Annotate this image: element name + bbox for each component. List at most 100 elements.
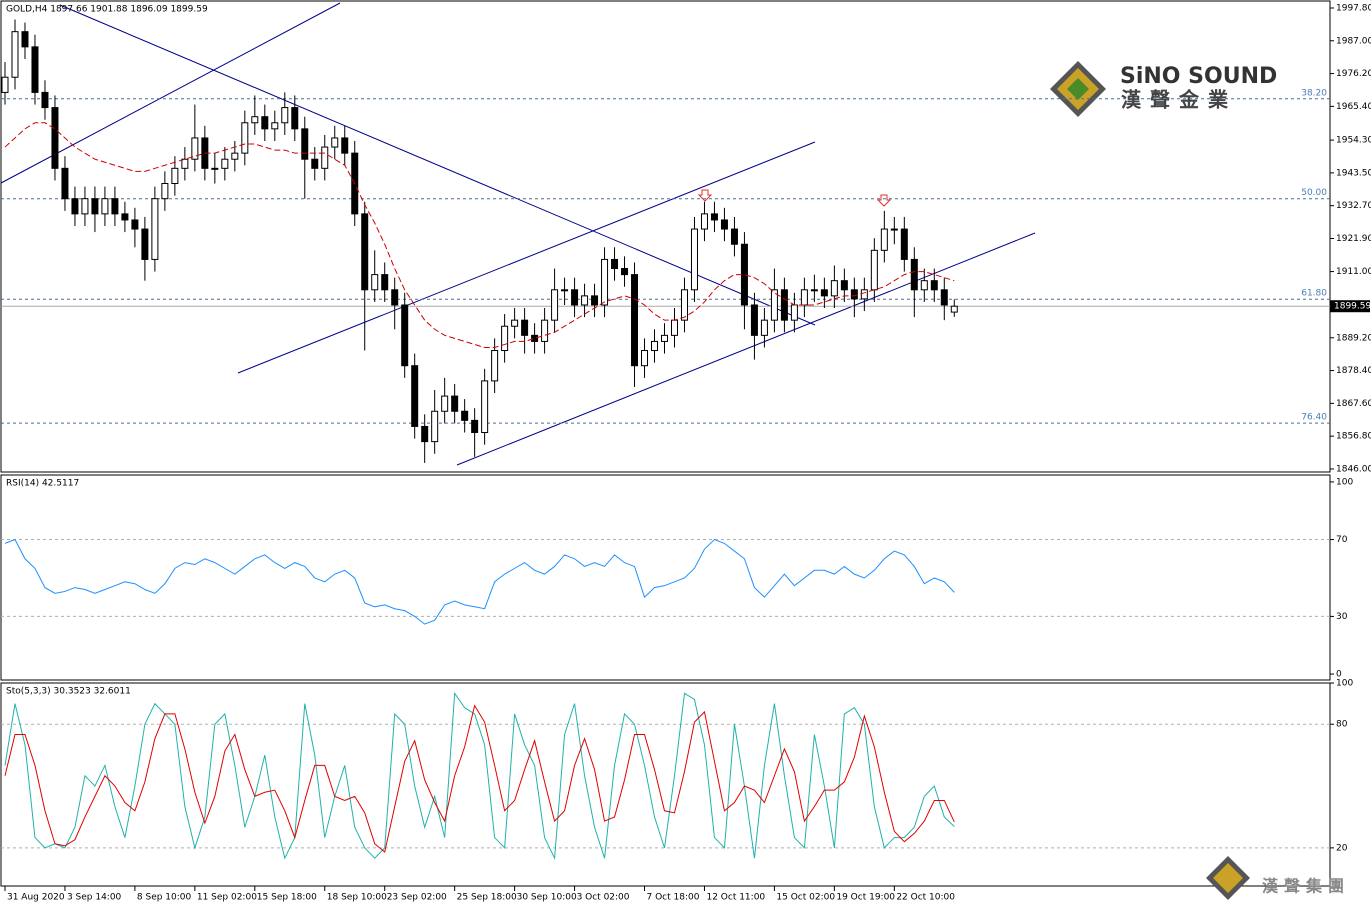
indicator-line: [4, 538, 955, 625]
logo: SiNO SOUND 漢聲金業 漢聲集團: [1050, 61, 1350, 900]
candle-body: [700, 213, 708, 230]
y-tick-label: 1856.80: [1336, 432, 1371, 442]
indicator-line: [4, 691, 955, 861]
y-tick-label: 80: [1336, 720, 1348, 730]
candle-body: [661, 334, 669, 342]
x-tick-label: 23 Sep 02:00: [387, 893, 447, 903]
candle-body: [431, 410, 439, 443]
arrows: [697, 189, 892, 207]
candle-body: [421, 425, 429, 443]
candle-body: [411, 365, 419, 427]
y-tick-label: 1987.00: [1336, 36, 1371, 46]
candle-body: [890, 228, 898, 231]
last-price-label: 1899.59: [1334, 302, 1371, 312]
price-panel: [0, 0, 1331, 473]
candle-body: [141, 228, 149, 260]
candle-body: [780, 289, 788, 321]
candle-body: [331, 137, 339, 148]
candle-body: [281, 107, 289, 124]
candle-body: [261, 116, 269, 130]
last-price-box: [1330, 300, 1370, 313]
candle-body: [171, 167, 179, 185]
candle-body: [770, 289, 778, 321]
down-arrow: [697, 189, 713, 202]
logo-chinese: 漢聲金業: [1121, 88, 1237, 112]
footer-logo: 漢聲集團: [1262, 877, 1350, 896]
candle-body: [670, 319, 678, 336]
candle-body: [531, 334, 539, 342]
candle-body: [391, 289, 399, 306]
stochastic-panel: [0, 682, 1331, 887]
y-tick-label: 1954.30: [1336, 136, 1371, 146]
candle-body: [301, 128, 309, 160]
fib-label: 76.40: [1301, 413, 1327, 423]
y-tick-label: 100: [1336, 679, 1353, 689]
candle-body: [161, 183, 169, 200]
candle-body: [641, 350, 649, 367]
y-tick-label: 1846.00: [1336, 464, 1371, 474]
trend-line: [456, 232, 1036, 466]
logo-mark: [1213, 863, 1243, 893]
candle-body: [651, 340, 659, 352]
x-tick-label: 3 Oct 02:00: [577, 893, 630, 903]
rsi-panel: [0, 474, 1331, 681]
candle-body: [720, 219, 728, 230]
candle-body: [840, 280, 848, 291]
candle-body: [451, 395, 459, 412]
candle-body: [940, 289, 948, 306]
candle-body: [551, 289, 559, 321]
candle-body: [111, 198, 119, 215]
candle-body: [830, 280, 838, 297]
y-tick-label: 1911.00: [1336, 267, 1371, 277]
y-tick-label: 0: [1336, 670, 1342, 680]
candle-body: [101, 198, 109, 215]
candle-body: [880, 228, 888, 251]
candle-body: [760, 319, 768, 336]
candle-body: [371, 274, 379, 291]
y-tick-label: 1889.20: [1336, 333, 1371, 343]
panel-title: Sto(5,3,3) 30.3523 32.6011: [6, 687, 131, 697]
indicator-line: [4, 704, 955, 853]
candle-body: [491, 350, 499, 382]
fib-label: 50.00: [1301, 188, 1327, 198]
x-tick-label: 8 Sep 10:00: [137, 893, 192, 903]
y-tick-label: 1878.40: [1336, 366, 1371, 376]
fib-label: 61.80: [1301, 289, 1327, 299]
candle-body: [850, 289, 858, 300]
candle-body: [621, 268, 629, 276]
candle-body: [381, 274, 389, 291]
x-tick-label: 19 Oct 19:00: [836, 893, 895, 903]
candle-body: [631, 274, 639, 367]
x-tick-label: 25 Sep 18:00: [457, 893, 517, 903]
candle-body: [311, 158, 319, 169]
x-tick-label: 18 Sep 10:00: [327, 893, 387, 903]
candle-body: [870, 249, 878, 291]
candle-body: [611, 258, 619, 270]
candle-body: [31, 46, 39, 93]
candle-body: [41, 91, 49, 109]
candle-body: [251, 116, 259, 124]
x-tick-label: 3 Sep 14:00: [67, 893, 122, 903]
y-tick-label: 70: [1336, 535, 1348, 545]
x-tick-label: 11 Sep 02:00: [197, 893, 257, 903]
x-tick-label: 15 Oct 02:00: [776, 893, 835, 903]
x-tick-label: 7 Oct 18:00: [647, 893, 700, 903]
candle-body: [361, 213, 369, 291]
candle-body: [511, 319, 519, 327]
panel-title: RSI(14) 42.5117: [6, 479, 79, 489]
trend-line: [59, 4, 816, 326]
y-tick-label: 1943.50: [1336, 168, 1371, 178]
candle-body: [800, 289, 808, 306]
fib-label: 38.20: [1301, 88, 1327, 98]
candle-body: [581, 295, 589, 306]
candle-body: [291, 107, 299, 130]
candle-body: [920, 280, 928, 291]
candle-body: [601, 258, 609, 306]
candle-body: [151, 198, 159, 260]
candle-body: [271, 122, 279, 130]
candle-body: [810, 289, 818, 292]
y-tick-label: 1965.40: [1336, 102, 1371, 112]
y-tick-label: 20: [1336, 843, 1348, 853]
